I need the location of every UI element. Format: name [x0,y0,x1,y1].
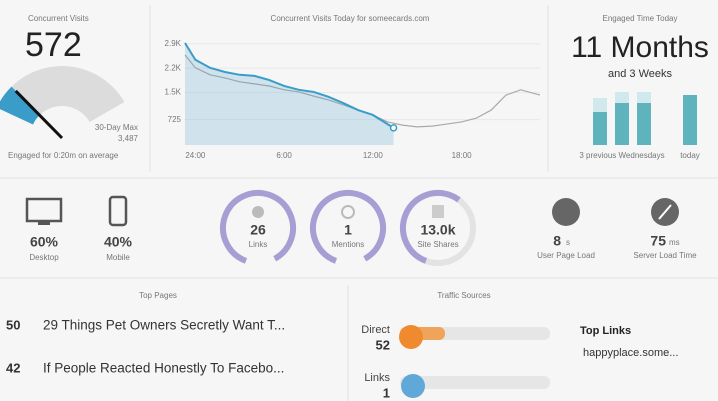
today-chart: Concurrent Visits Today for someecards.c… [165,14,541,160]
social-label: Mentions [332,240,364,249]
area [185,43,394,145]
source-label: Direct [361,324,390,336]
y-tick-label: 725 [168,115,182,124]
social-value: 1 [344,222,352,238]
page-count[interactable]: 50 [6,317,20,332]
engaged-panel: Engaged Time Today 11 Months and 3 Weeks… [571,14,709,160]
bar [593,98,607,112]
page-title[interactable]: If People Reacted Honestly To Facebo... [43,361,284,376]
load: 8 s User Page Load 75 ms Server Load Tim… [537,198,697,260]
page-title[interactable]: 29 Things Pet Owners Secretly Want T... [43,318,285,333]
max-label: 30-Day Max [95,123,138,132]
bar [615,103,629,145]
devices: 60% Desktop 40% Mobile [25,195,133,262]
desktop-icon [38,221,50,225]
source-track [400,376,550,389]
device-value: 40% [104,234,133,250]
load-label: Server Load Time [633,251,697,260]
device-value: 60% [30,234,59,250]
load-unit: ms [669,238,680,247]
gauge-fill [0,86,40,125]
device-label: Desktop [29,253,59,262]
source-count: 52 [376,337,390,352]
ring [400,190,476,266]
social-label: Site Shares [417,240,458,249]
top-link[interactable]: happyplace.some... [583,347,678,359]
engaged-value: 11 Months [571,31,709,64]
y-tick-label: 1.5K [165,88,182,97]
twitter-icon [252,206,264,218]
chart-title: Concurrent Visits Today for someecards.c… [271,14,430,23]
bar [593,112,607,145]
bar [615,92,629,103]
source-icon [401,374,425,398]
bar [637,103,651,145]
max-value: 3,487 [118,134,139,143]
mention-icon [341,205,355,219]
bar [637,92,651,103]
load-value: 8 [553,233,561,249]
load-value: 75 [650,233,666,249]
social: 26 Links 1 Mentions 13.0k Site Shares [220,190,476,266]
ring [220,190,296,266]
line [184,42,395,129]
visits-value: 572 [25,26,82,64]
panel-title: Concurrent Visits [28,14,89,23]
bar [683,95,697,145]
gauge-needle [14,89,64,140]
end-point [389,124,398,132]
traffic-sources: Traffic Sources Direct 52 Links 1 Top Li… [361,291,678,400]
load-icon [658,204,672,220]
engaged-subvalue: and 3 Weeks [608,68,673,80]
social-value: 26 [250,222,266,238]
y-tick-label: 2.9K [165,39,182,48]
engaged-note: Engaged for 0:20m on average [8,151,119,160]
panel-title: Engaged Time Today [602,14,677,23]
ring [310,190,387,266]
x-tick-label: 24:00 [185,151,206,160]
load-icon [552,198,580,226]
source-icon [399,325,423,349]
x-tick-label: 18:00 [452,151,473,160]
section-title: Traffic Sources [437,291,490,300]
load-label: User Page Load [537,251,595,260]
top-links-title: Top Links [580,325,631,337]
gauge-panel: Concurrent Visits 572 30-Day Max 3,487 E… [0,14,139,160]
top-pages: Top Pages 50 29 Things Pet Owners Secret… [6,291,285,375]
x-tick-label: 6:00 [276,151,292,160]
section-title: Top Pages [139,291,177,300]
device-label: Mobile [106,253,130,262]
facebook-icon [432,205,444,218]
load-unit: s [566,238,570,247]
social-value: 13.0k [420,222,455,238]
y-tick-label: 2.2K [165,63,182,72]
x-tick-label: 12:00 [363,151,384,160]
page-count[interactable]: 42 [6,360,20,375]
bar-label: 3 previous Wednesdays [579,151,664,160]
social-label: Links [249,240,268,249]
source-count: 1 [383,385,390,400]
mobile-icon [108,195,128,227]
source-label: Links [364,372,390,384]
bar-label: today [680,151,700,160]
